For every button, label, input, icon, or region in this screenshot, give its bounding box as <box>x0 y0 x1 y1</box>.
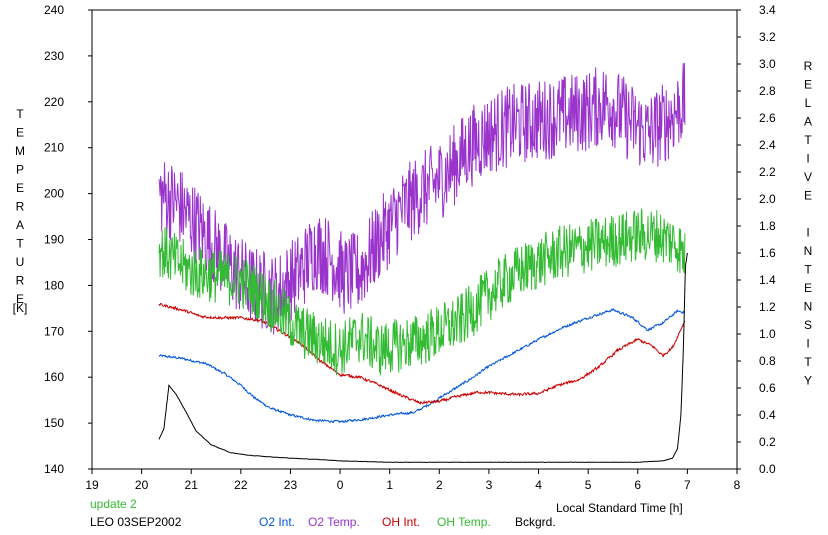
y-right-tick-label: 2.4 <box>759 138 776 152</box>
y-left-title-char: M <box>15 144 25 158</box>
legend-o2-temp: O2 Temp. <box>308 515 360 529</box>
x-tick-label: 21 <box>185 478 199 492</box>
legend-oh-int: OH Int. <box>382 515 421 529</box>
y-right-tick-label: 3.2 <box>759 30 776 44</box>
x-tick-label: 4 <box>535 478 542 492</box>
y-right-title-char: E <box>804 78 812 92</box>
x-tick-label: 20 <box>135 478 149 492</box>
update-label: update 2 <box>90 497 137 511</box>
y-right-title-char: T <box>804 263 812 277</box>
x-axis-label: Local Standard Time [h] <box>556 501 683 515</box>
y-right-title-char: N <box>804 300 813 314</box>
series-line-bckgrd <box>158 252 688 464</box>
x-tick-label: 2 <box>436 478 443 492</box>
y-right-title-char: V <box>804 170 812 184</box>
y-left-title-char: E <box>16 126 24 140</box>
y-right-title-char: I <box>806 226 809 240</box>
x-tick-label: 19 <box>85 478 99 492</box>
y-right-tick-label: 2.0 <box>759 192 776 206</box>
y-left-tick-label: 170 <box>44 324 64 338</box>
y-left-title-char: T <box>16 237 24 251</box>
y-left-title-char: E <box>16 181 24 195</box>
y-right-tick-label: 2.2 <box>759 165 776 179</box>
y-right-tick-label: 1.4 <box>759 273 776 287</box>
y-right-title-char: S <box>804 318 812 332</box>
x-tick-label: 6 <box>634 478 641 492</box>
y-left-unit: [K] <box>13 301 28 315</box>
y-left-tick-label: 200 <box>44 187 64 201</box>
y-left-title-char: A <box>16 218 24 232</box>
y-right-title-char: I <box>806 152 809 166</box>
x-tick-label: 23 <box>284 478 298 492</box>
y-right-tick-label: 0.8 <box>759 354 776 368</box>
y-right-title-char: L <box>805 96 812 110</box>
x-tick-label: 8 <box>734 478 741 492</box>
y-left-title-char: P <box>16 163 24 177</box>
y-right-tick-label: 1.6 <box>759 246 776 260</box>
x-tick-label: 7 <box>684 478 691 492</box>
y-right-title-char: A <box>804 115 812 129</box>
y-right-tick-label: 2.6 <box>759 111 776 125</box>
y-left-title-char: R <box>16 200 25 214</box>
y-right-title-char: E <box>804 281 812 295</box>
y-right-tick-label: 1.0 <box>759 327 776 341</box>
y-left-tick-label: 150 <box>44 416 64 430</box>
y-left-title-char: R <box>16 274 25 288</box>
y-left-tick-label: 140 <box>44 462 64 476</box>
y-right-tick-label: 1.2 <box>759 300 776 314</box>
y-left-title-char: T <box>16 107 24 121</box>
x-tick-label: 0 <box>337 478 344 492</box>
y-left-tick-label: 160 <box>44 370 64 384</box>
y-right-tick-label: 0.2 <box>759 435 776 449</box>
x-tick-label: 1 <box>386 478 393 492</box>
y-right-tick-label: 0.4 <box>759 408 776 422</box>
series-line-oh-temp <box>158 208 686 376</box>
y-left-tick-label: 180 <box>44 278 64 292</box>
x-tick-label: 22 <box>234 478 248 492</box>
legend-o2-int: O2 Int. <box>259 515 296 529</box>
y-left-tick-label: 240 <box>44 3 64 17</box>
series-lines <box>158 62 688 464</box>
y-right-title-char: T <box>804 355 812 369</box>
y-right-tick-label: 3.4 <box>759 3 776 17</box>
y-left-title-char: U <box>16 255 25 269</box>
x-tick-label: 3 <box>486 478 493 492</box>
station-date-label: LEO 03SEP2002 <box>90 515 182 529</box>
series-line-o2-int <box>158 307 685 424</box>
y-left-tick-label: 220 <box>44 95 64 109</box>
y-right-title-char: I <box>806 337 809 351</box>
legend-oh-temp: OH Temp. <box>437 515 491 529</box>
y-left-tick-label: 210 <box>44 141 64 155</box>
y-right-title-char: E <box>804 189 812 203</box>
y-right-tick-label: 1.8 <box>759 219 776 233</box>
axes: 19 20 21 22 23 0 1 2 3 4 5 6 7 8140150160170180190200… <box>44 3 776 492</box>
y-right-tick-label: 3.0 <box>759 57 776 71</box>
y-right-title-char: T <box>804 133 812 147</box>
legend-bckgrd: Bckgrd. <box>515 515 556 529</box>
y-left-tick-label: 230 <box>44 49 64 63</box>
y-right-title-char: Y <box>804 374 812 388</box>
y-left-tick-label: 190 <box>44 233 64 247</box>
y-right-tick-label: 2.8 <box>759 84 776 98</box>
y-left-title-char: E <box>16 292 24 306</box>
series-line-oh-int <box>158 302 686 405</box>
y-right-title-char: R <box>804 59 813 73</box>
y-right-tick-label: 0.0 <box>759 462 776 476</box>
x-tick-label: 5 <box>585 478 592 492</box>
y-right-tick-label: 0.6 <box>759 381 776 395</box>
y-right-title-char: N <box>804 244 813 258</box>
